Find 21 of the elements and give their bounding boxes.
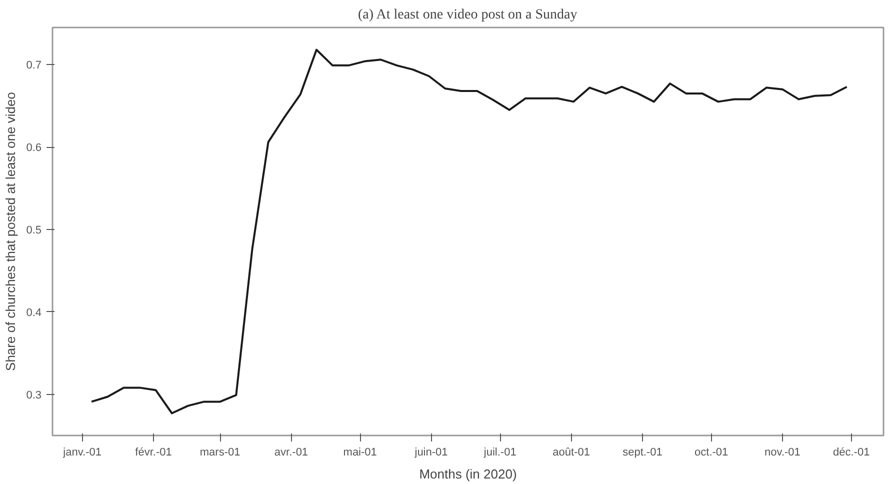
x-axis-title: Months (in 2020)	[419, 466, 517, 482]
chart-title: (a) At least one video post on a Sunday	[358, 8, 578, 22]
x-tick-label: juil.-01	[482, 446, 516, 458]
x-tick-label: juin-01	[414, 446, 448, 458]
x-tick-label: sept.-01	[622, 446, 662, 458]
x-tick-label: août-01	[552, 446, 590, 458]
x-tick-label: nov.-01	[764, 446, 800, 458]
y-axis-title: Share of churches that posted at least one video	[3, 92, 18, 371]
x-tick-label: avr.-01	[274, 446, 308, 458]
x-tick-label: mars-01	[200, 446, 240, 458]
y-tick-label: 0.3	[26, 389, 42, 402]
x-tick-label: mai-01	[343, 446, 377, 458]
y-tick-label: 0.7	[26, 60, 42, 72]
line-series	[90, 48, 848, 414]
y-tick-label: 0.4	[26, 306, 42, 319]
y-tick-label: 0.6	[26, 142, 42, 154]
y-tick-label: 0.5	[26, 224, 42, 236]
x-tick-label: févr.-01	[135, 446, 172, 458]
x-tick-label: oct.-01	[694, 446, 728, 458]
x-tick-label: déc.-01	[833, 446, 870, 458]
x-tick-label: janv.-01	[62, 446, 102, 458]
